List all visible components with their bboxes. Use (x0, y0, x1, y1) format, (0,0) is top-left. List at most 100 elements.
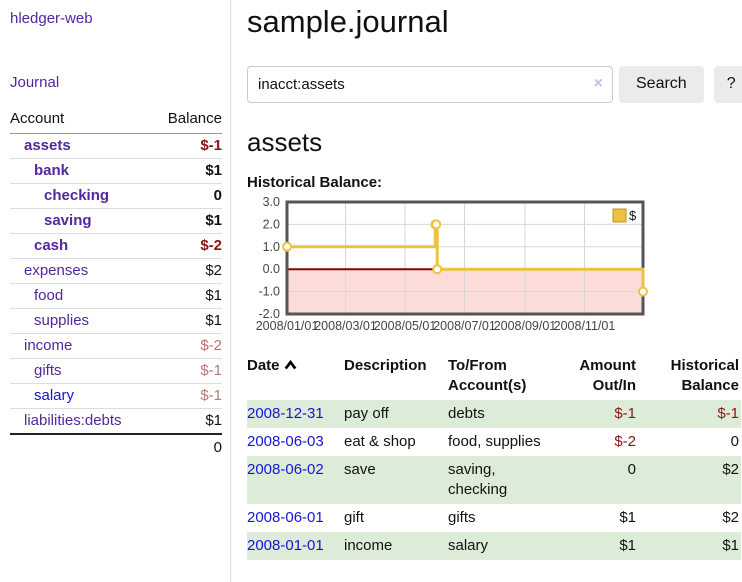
accounts-total-spacer (10, 433, 153, 460)
account-heading: assets (247, 126, 323, 157)
account-link-saving[interactable]: saving (44, 212, 92, 229)
account-link-income[interactable]: income (24, 337, 73, 354)
register-date-cell: 2008-01-01 (247, 531, 344, 560)
register-row: 2008-01-01 income salary $1 $1 (247, 531, 741, 560)
svg-text:2008/11/01: 2008/11/01 (554, 319, 616, 333)
register-balance-cell: $1 (644, 531, 741, 560)
register-row: 2008-06-01 gift gifts $1 $2 (247, 504, 741, 532)
search-input[interactable] (247, 65, 613, 103)
svg-text:2008/01/01: 2008/01/01 (256, 319, 319, 333)
account-balance: 0 (152, 183, 222, 209)
account-link-liabilities-debts[interactable]: liabilities:debts (24, 412, 122, 429)
chart-title: Historical Balance: (247, 173, 383, 191)
register-balance-cell: $2 (722, 508, 739, 526)
register-row: 2008-06-03 eat & shop food, supplies $-2 0 (247, 428, 741, 456)
account-row: checking 0 (10, 183, 222, 209)
account-link-cash[interactable]: cash (34, 237, 69, 254)
account-link-expenses[interactable]: expenses (24, 262, 89, 279)
account-row: bank $1 (10, 158, 222, 184)
clear-search-icon[interactable]: × (593, 74, 603, 92)
legend-label: $ (629, 208, 637, 223)
register-description-cell: save (344, 455, 448, 504)
historical-balance-chart: 3.0 2.0 1.0 0.0 -1.0 -2.0 2008/01/01 2008/03/01… (247, 195, 742, 341)
page-title: sample.journal (247, 4, 449, 39)
account-link-salary[interactable]: salary (34, 387, 75, 404)
search-box: × (247, 65, 613, 103)
register-amount-cell: $-2 (614, 432, 636, 450)
account-link-gifts[interactable]: gifts (34, 362, 62, 379)
account-balance: $-1 (152, 358, 222, 384)
svg-text:2008/09/01: 2008/09/01 (494, 319, 557, 333)
transaction-date-link[interactable]: 2008-06-02 (247, 460, 324, 478)
accounts-table: Account Balance assets $-1 bank $1 checking 0… (10, 108, 222, 460)
transaction-date-link[interactable]: 2008-06-03 (247, 432, 324, 450)
account-cell: bank (10, 158, 153, 184)
svg-text:-1.0: -1.0 (258, 284, 280, 298)
account-link-assets[interactable]: assets (24, 137, 71, 154)
brand-link[interactable]: hledger-web (10, 10, 93, 27)
transaction-date-link[interactable]: 2008-06-01 (247, 508, 324, 526)
register-header-date[interactable]: Date (247, 354, 344, 400)
account-cell: assets (10, 133, 153, 159)
account-row: salary $-1 (10, 383, 222, 409)
accounts-total-row: 0 (10, 433, 222, 460)
account-cell: checking (10, 183, 153, 209)
register-row: 2008-06-02 save saving, checking 0 $2 (247, 455, 741, 504)
transaction-date-link[interactable]: 2008-12-31 (247, 404, 324, 422)
register-header-balance: Historical Balance (670, 356, 739, 394)
register-balance-cell: 0 (730, 432, 739, 450)
account-cell: expenses (10, 258, 153, 284)
account-balance: $1 (152, 408, 222, 434)
register-date-cell: 2008-06-03 (247, 428, 344, 456)
register-accounts-cell: debts (448, 399, 556, 428)
sidebar-item-journal[interactable]: Journal (10, 74, 60, 91)
account-cell: saving (10, 208, 153, 234)
svg-text:2008/05/01: 2008/05/01 (374, 319, 437, 333)
svg-text:2.0: 2.0 (263, 217, 280, 231)
svg-text:0.0: 0.0 (263, 262, 280, 276)
svg-text:2008/07/01: 2008/07/01 (433, 319, 496, 333)
register-header-amount: Amount Out/In (579, 356, 636, 394)
account-row: income $-2 (10, 333, 222, 359)
register-amount-cell: $1 (556, 531, 644, 560)
register-description-cell: income (344, 531, 448, 560)
register-description-cell: gift (344, 508, 365, 526)
register-amount-cell: $-1 (556, 399, 644, 428)
svg-text:2008/03/01: 2008/03/01 (314, 319, 377, 333)
register-amount-cell: 0 (556, 455, 644, 504)
account-balance: $1 (152, 283, 222, 309)
search-bar: × Search ? (247, 65, 742, 103)
account-balance: $-2 (152, 233, 222, 259)
register-date-cell: 2008-06-01 (247, 504, 344, 532)
accounts-header-account: Account (10, 108, 153, 134)
account-cell: supplies (10, 308, 153, 334)
sidebar: hledger-web Journal Account Balance asse… (0, 0, 231, 582)
account-cell: food (10, 283, 153, 309)
accounts-total-value: 0 (152, 433, 222, 460)
account-balance: $-1 (152, 383, 222, 409)
account-cell: income (10, 333, 153, 359)
register-balance-cell: $-1 (644, 399, 741, 428)
svg-text:3.0: 3.0 (263, 197, 280, 209)
svg-text:1.0: 1.0 (263, 239, 280, 253)
register-date-cell: 2008-06-02 (247, 455, 344, 504)
account-balance: $1 (152, 208, 222, 234)
help-button[interactable]: ? (713, 65, 742, 103)
register-balance-cell: $2 (644, 455, 741, 504)
search-button[interactable]: Search (619, 65, 704, 103)
account-cell: salary (10, 383, 153, 409)
account-row: gifts $-1 (10, 358, 222, 384)
account-link-checking[interactable]: checking (44, 187, 110, 204)
account-link-supplies[interactable]: supplies (34, 312, 90, 329)
accounts-header-balance: Balance (152, 108, 222, 134)
register-accounts-cell: saving, checking (448, 455, 556, 504)
account-balance: $1 (152, 308, 222, 334)
transaction-date-link[interactable]: 2008-01-01 (247, 536, 324, 554)
svg-text:-2.0: -2.0 (258, 307, 280, 321)
legend-swatch (612, 208, 627, 223)
account-balance: $-2 (152, 333, 222, 359)
account-link-food[interactable]: food (34, 287, 64, 304)
register-row: 2008-12-31 pay off debts $-1 $-1 (247, 399, 741, 428)
register-table: Date Description To/From Account(s) Amou… (247, 354, 741, 560)
account-link-bank[interactable]: bank (34, 162, 70, 179)
